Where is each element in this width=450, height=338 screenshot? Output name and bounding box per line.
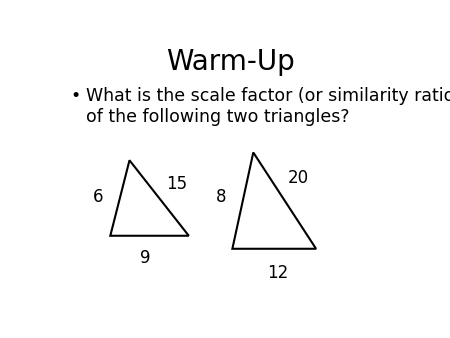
Text: Warm-Up: Warm-Up: [166, 48, 295, 76]
Text: 8: 8: [216, 188, 226, 206]
Text: What is the scale factor (or similarity ratio)
of the following two triangles?: What is the scale factor (or similarity …: [86, 88, 450, 126]
Text: 12: 12: [267, 264, 288, 282]
Text: 20: 20: [288, 169, 309, 188]
Text: 9: 9: [140, 249, 150, 267]
Text: 15: 15: [166, 175, 187, 193]
Text: 6: 6: [93, 188, 104, 206]
Text: •: •: [70, 88, 81, 105]
